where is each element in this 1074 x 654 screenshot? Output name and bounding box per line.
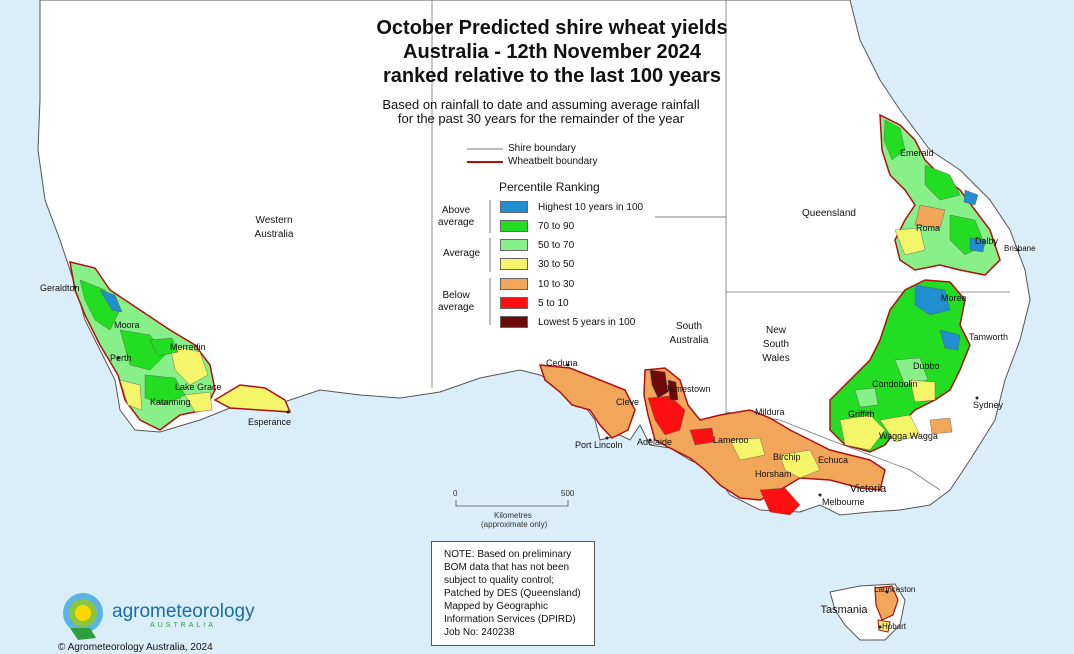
- legend-swatch: [500, 316, 528, 328]
- legend-swatch: [500, 201, 528, 213]
- subtitle-line-2: for the past 30 years for the remainder …: [397, 111, 685, 126]
- place-label: Griffith: [848, 409, 875, 419]
- place-label: Moora: [114, 320, 140, 330]
- place-label: Roma: [916, 223, 941, 233]
- place-markers: [73, 248, 1020, 629]
- place-label: Hobart: [882, 622, 907, 631]
- place-label: Birchip: [773, 452, 801, 462]
- scale-unit: Kilometres: [494, 511, 532, 520]
- state-label-wa: Western Australia: [254, 215, 294, 240]
- place-label: Jamestown: [665, 384, 711, 394]
- place-label: Lameroo: [713, 435, 749, 445]
- place-label: Moree: [941, 293, 967, 303]
- place-label: Brisbane: [1004, 244, 1036, 253]
- place-label: Dubbo: [913, 361, 940, 371]
- legend-item: 70 to 90: [500, 219, 574, 233]
- place-label: Sydney: [973, 400, 1004, 410]
- legend-swatch: [500, 297, 528, 309]
- legend-swatch: [500, 278, 528, 290]
- scale-zero: 0: [453, 489, 458, 498]
- place-label: Dalby: [975, 236, 999, 246]
- shire-boundary-label: Shire boundary: [508, 143, 576, 154]
- sa-wheatbelt: [538, 364, 886, 516]
- state-label-qld: Queensland: [802, 208, 856, 219]
- legend-item: 50 to 70: [500, 238, 574, 252]
- place-label: Tamworth: [969, 332, 1009, 342]
- place-label: Lake Grace: [175, 382, 222, 392]
- title-line-3: ranked relative to the last 100 years: [383, 65, 721, 87]
- legend-item: 30 to 50: [500, 257, 574, 271]
- legend-swatch: [500, 239, 528, 251]
- legend-title: Percentile Ranking: [499, 180, 600, 194]
- legend-item: Lowest 5 years in 100: [500, 315, 635, 329]
- place-label: Merredin: [170, 342, 206, 352]
- place-label: Melbourne: [822, 497, 865, 507]
- state-label-vic: Victoria: [849, 483, 887, 495]
- state-label-sa: South Australia: [669, 321, 709, 346]
- tasmania-wheat: [874, 585, 899, 621]
- place-label: Geraldton: [40, 283, 80, 293]
- wa-wheatbelt: [69, 261, 292, 431]
- legend-leader: [489, 200, 726, 325]
- title-line-2: Australia - 12th November 2024: [403, 41, 701, 63]
- place-label: Echuca: [818, 455, 849, 465]
- place-label: Katanning: [150, 397, 191, 407]
- place-label: Condobolin: [872, 379, 918, 389]
- place-label: Mildura: [755, 407, 785, 417]
- state-label-nsw: New South Wales: [762, 325, 790, 364]
- mainland-outline: [37, 0, 1031, 516]
- subtitle-line-1: Based on rainfall to date and assuming a…: [382, 97, 700, 112]
- place-label: Port Lincoln: [575, 440, 623, 450]
- logo-text: agrometeorology: [112, 601, 255, 622]
- copyright: © Agrometeorology Australia, 2024: [58, 642, 213, 653]
- place-label: Horsham: [755, 469, 792, 479]
- place-label: Ceduna: [546, 358, 578, 368]
- title-line-1: October Predicted shire wheat yields: [376, 17, 728, 39]
- agrometeorology-logo-icon: [63, 593, 103, 640]
- place-label: Launceston: [874, 585, 916, 594]
- legend-group-below: Below average: [438, 290, 475, 313]
- scale-note: (approximate only): [481, 520, 548, 529]
- scale-bar: [455, 500, 569, 507]
- legend-item: Highest 10 years in 100: [500, 200, 643, 214]
- note-box: NOTE: Based on preliminary BOM data that…: [431, 541, 595, 646]
- place-label: Perth: [110, 353, 132, 363]
- place-label: Wagga Wagga: [879, 431, 938, 441]
- place-label: Cleve: [616, 397, 640, 407]
- place-label: Esperance: [248, 417, 292, 427]
- legend-swatch: [500, 220, 528, 232]
- wheatbelt-boundary-label: Wheatbelt boundary: [508, 156, 598, 167]
- legend-item: 10 to 30: [500, 277, 574, 291]
- legend-group-above: Above average: [438, 205, 475, 228]
- scale-max: 500: [561, 489, 575, 498]
- legend-group-average: Average: [443, 248, 481, 259]
- state-label-tas: Tasmania: [820, 604, 868, 616]
- place-label: Emerald: [900, 148, 934, 158]
- east-wheatbelt: [829, 113, 1001, 453]
- legend-swatch: [500, 258, 528, 270]
- logo-subtext: AUSTRALIA: [150, 622, 216, 629]
- place-label: Adelaide: [637, 437, 673, 447]
- legend-item: 5 to 10: [500, 296, 569, 310]
